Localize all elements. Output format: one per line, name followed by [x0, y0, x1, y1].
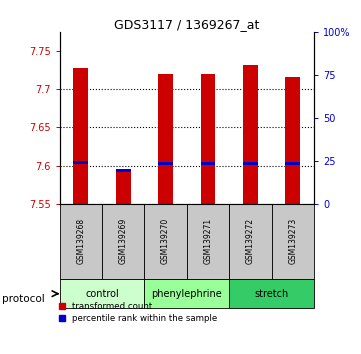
Bar [201, 74, 216, 204]
Text: GSM139268: GSM139268 [76, 218, 85, 264]
Bar [201, 162, 216, 165]
Bar [286, 77, 300, 204]
Bar [187, 204, 229, 279]
Title: GDS3117 / 1369267_at: GDS3117 / 1369267_at [114, 18, 260, 31]
Text: GSM139272: GSM139272 [246, 218, 255, 264]
Bar [229, 204, 271, 279]
Bar [158, 162, 173, 165]
Text: control: control [85, 289, 119, 299]
Text: GSM139270: GSM139270 [161, 218, 170, 264]
Text: GSM139273: GSM139273 [288, 218, 297, 264]
Bar [102, 204, 144, 279]
Bar [229, 279, 314, 308]
Bar [73, 68, 88, 204]
Bar [73, 161, 88, 164]
Bar [272, 204, 314, 279]
Bar [243, 162, 258, 165]
Text: GSM139271: GSM139271 [204, 218, 213, 264]
Bar [243, 65, 258, 204]
Text: phenylephrine: phenylephrine [152, 289, 222, 299]
Bar [144, 204, 187, 279]
Bar [60, 204, 102, 279]
Bar [286, 162, 300, 165]
Bar [116, 172, 131, 204]
Bar [60, 279, 144, 308]
Bar [144, 279, 229, 308]
Text: stretch: stretch [255, 289, 289, 299]
Text: protocol: protocol [2, 294, 44, 304]
Bar [158, 74, 173, 204]
Bar [116, 169, 131, 172]
Text: GSM139269: GSM139269 [119, 218, 128, 264]
Legend: transformed count, percentile rank within the sample: transformed count, percentile rank withi… [59, 302, 217, 323]
